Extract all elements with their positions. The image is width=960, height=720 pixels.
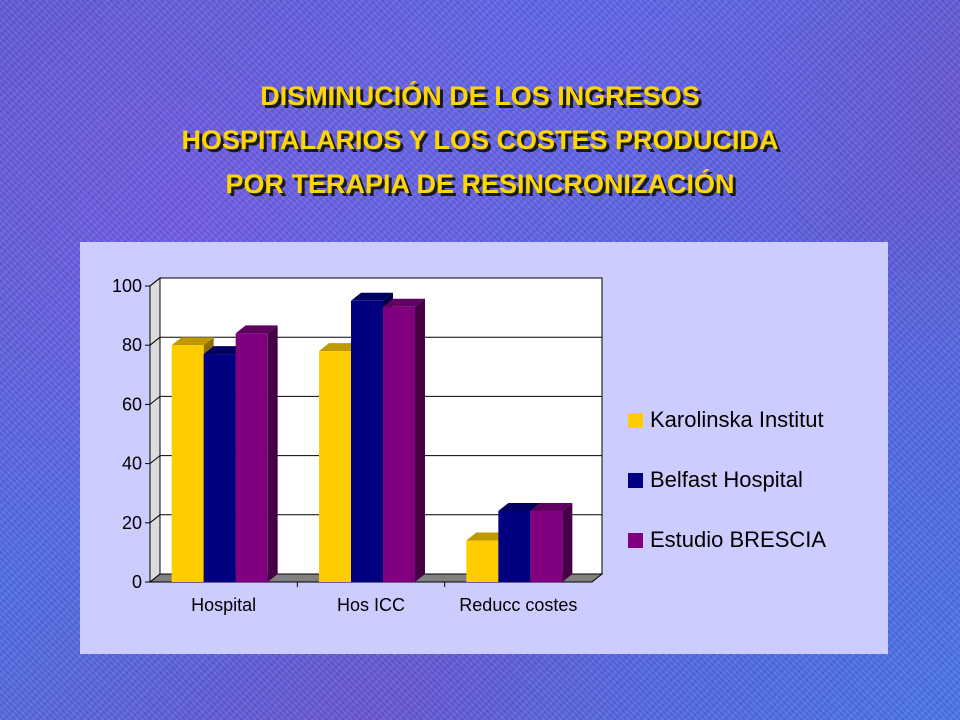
x-tick-label: Reducc costes	[459, 595, 577, 615]
legend-label: Karolinska Institut	[650, 407, 824, 432]
bar	[171, 345, 204, 582]
y-tick-label: 20	[122, 513, 142, 533]
gridline-side	[149, 455, 161, 464]
legend-swatch	[628, 472, 643, 488]
gridline-side	[149, 336, 161, 346]
bar-top	[203, 346, 246, 355]
bar-side	[562, 502, 573, 582]
bar	[466, 540, 499, 582]
gridline-side	[149, 277, 161, 287]
y-tick-label: 40	[122, 454, 142, 474]
bar-top	[530, 502, 573, 511]
bar-top	[235, 325, 278, 334]
bar	[351, 300, 383, 582]
bar-side	[415, 298, 425, 582]
y-tick-label: 0	[132, 572, 142, 592]
legend-label: Estudio BRESCIA	[650, 527, 827, 552]
bar-chart: 0 20 40 60 80 100 Hospital Hos ICC Reducc costes	[112, 276, 604, 615]
gridline-side	[149, 396, 161, 405]
bar-top	[351, 292, 393, 301]
plot-side-wall	[149, 276, 161, 584]
bar	[383, 306, 415, 582]
chart-legend: Karolinska Institut Belfast Hospital Estud…	[628, 407, 827, 590]
legend-label: Belfast Hospital	[650, 467, 803, 492]
x-tick-label: Hos ICC	[337, 595, 405, 615]
bar-side	[267, 325, 278, 582]
bar-top	[383, 298, 425, 307]
y-tick-label: 100	[112, 276, 142, 296]
bar-top	[466, 532, 509, 541]
bar	[530, 510, 563, 582]
legend-item: Karolinska Institut	[628, 407, 826, 432]
title-line-1: DISMINUCIÓN DE LOS INGRESOS	[260, 81, 700, 111]
bar-top	[171, 337, 214, 346]
y-tick-label: 60	[122, 394, 142, 414]
legend-item: Estudio BRESCIA	[628, 527, 827, 552]
bar	[235, 333, 268, 582]
bar	[498, 510, 531, 582]
bar-top	[498, 502, 541, 511]
bar-top	[319, 343, 361, 352]
title-line-3: POR TERAPIA DE RESINCRONIZACIÓN	[225, 169, 735, 199]
legend-item: Belfast Hospital	[628, 467, 826, 492]
bar	[203, 354, 236, 582]
x-tick-label: Hospital	[191, 595, 256, 615]
y-tick-label: 80	[122, 335, 142, 355]
bar	[319, 351, 351, 582]
gridline-side	[149, 514, 161, 524]
legend-swatch	[628, 532, 643, 548]
chart-panel: 0 20 40 60 80 100 Hospital Hos ICC Reducc costes…	[80, 242, 888, 654]
slide-title: DISMINUCIÓN DE LOS INGRESOS HOSPITALARIO…	[0, 74, 960, 206]
legend-swatch	[628, 412, 643, 428]
title-line-2: HOSPITALARIOS Y LOS COSTES PRODUCIDA	[181, 125, 779, 155]
